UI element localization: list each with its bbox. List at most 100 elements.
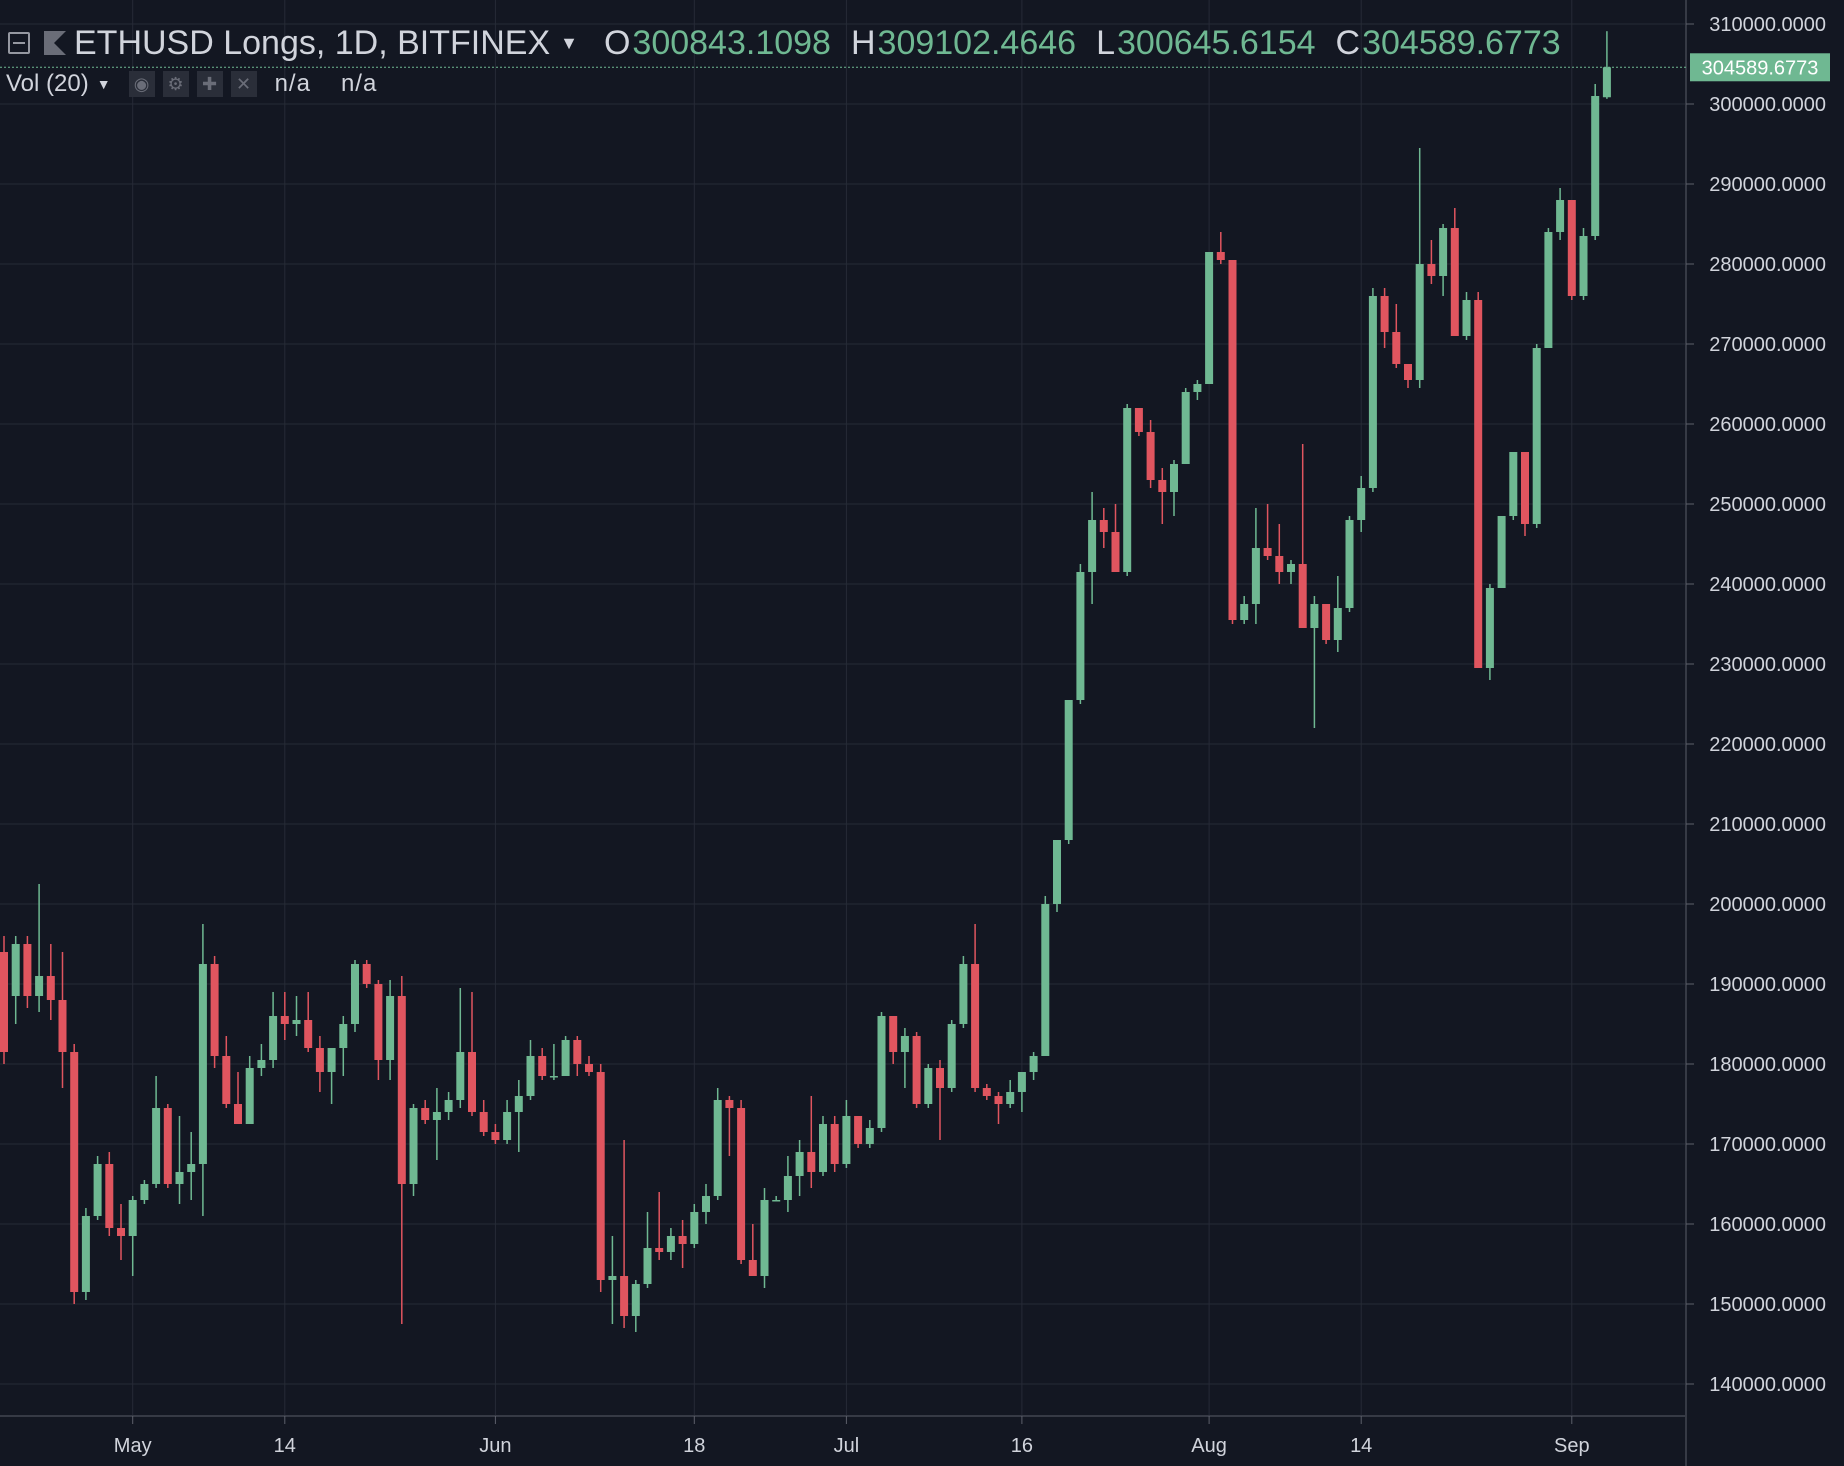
open-value: 300843.1098 xyxy=(632,23,831,62)
candle-body xyxy=(234,1104,242,1124)
candle-body xyxy=(245,1068,254,1124)
y-tick-label: 290000.0000 xyxy=(1709,174,1826,196)
candle-body xyxy=(819,1124,827,1172)
candle-body xyxy=(503,1112,512,1140)
time-axis[interactable]: May 14 Jun 18 Jul 16 Aug 14 Sep xyxy=(114,1416,1590,1457)
candle-body xyxy=(432,1112,441,1120)
candle-body xyxy=(1439,228,1448,276)
candle-body xyxy=(0,952,8,1052)
candle-body xyxy=(1357,488,1366,520)
plus-icon[interactable]: ✚ xyxy=(196,71,223,97)
candle-body xyxy=(889,1016,898,1052)
close-value: 304589.6773 xyxy=(1362,23,1561,62)
y-tick-label: 210000.0000 xyxy=(1709,814,1826,836)
candle-body xyxy=(1123,408,1132,572)
candle-body xyxy=(561,1040,570,1076)
candle-body xyxy=(725,1100,734,1108)
y-tick-label: 300000.0000 xyxy=(1709,94,1826,116)
close-icon[interactable]: ✕ xyxy=(230,71,257,97)
chart-grid xyxy=(0,0,1686,1416)
candle-body xyxy=(807,1152,816,1172)
candle-body xyxy=(1029,1056,1038,1072)
candle-body xyxy=(1240,604,1249,620)
candle-body xyxy=(1017,1072,1026,1092)
candle-body xyxy=(760,1200,769,1276)
candle-body xyxy=(351,964,359,1024)
candle-body xyxy=(538,1056,547,1076)
candle-body xyxy=(1041,904,1050,1056)
candle-body xyxy=(1345,520,1354,608)
candle-body xyxy=(854,1116,863,1144)
candle-body xyxy=(1462,300,1471,336)
x-tick-label: Jul xyxy=(834,1435,860,1457)
gear-icon[interactable]: ⚙ xyxy=(162,71,189,97)
volume-value: n/a xyxy=(274,70,311,97)
candle-body xyxy=(1450,228,1459,336)
candle-body xyxy=(1509,452,1518,516)
y-tick-label: 280000.0000 xyxy=(1709,254,1826,276)
candle-body xyxy=(1310,604,1319,628)
candle-body xyxy=(1251,548,1260,604)
y-tick-label: 270000.0000 xyxy=(1709,334,1826,356)
candle-body xyxy=(959,964,968,1024)
y-tick-label: 310000.0000 xyxy=(1709,14,1826,36)
candle-body xyxy=(1368,296,1377,488)
y-tick-label: 140000.0000 xyxy=(1709,1374,1826,1396)
candle-body xyxy=(175,1172,184,1184)
candle-body xyxy=(1602,67,1611,98)
candle-body xyxy=(924,1068,933,1104)
high-value: 309102.4646 xyxy=(877,23,1077,62)
candle-body xyxy=(386,996,395,1060)
candle-body xyxy=(1158,480,1167,492)
candle-body xyxy=(152,1108,161,1184)
y-tick-label: 240000.0000 xyxy=(1709,574,1826,596)
candle-body xyxy=(304,1020,313,1048)
y-tick-label: 150000.0000 xyxy=(1709,1294,1826,1316)
candle-body xyxy=(573,1040,582,1064)
candle-body xyxy=(1088,520,1097,572)
low-label: L xyxy=(1096,23,1115,62)
candle-body xyxy=(327,1048,336,1072)
candle-body xyxy=(1544,232,1553,348)
open-label: O xyxy=(603,23,631,62)
candle-body xyxy=(994,1096,1003,1104)
candle-body xyxy=(842,1116,851,1164)
candle-body xyxy=(35,976,44,996)
chevron-down-icon[interactable]: ▼ xyxy=(560,32,578,53)
last-price-marker: 304589.6773 xyxy=(0,53,1830,82)
price-axis[interactable]: 140000.0000 150000.0000 160000.0000 170000.… xyxy=(1686,14,1826,1396)
candle-body xyxy=(702,1196,710,1212)
collapse-icon[interactable] xyxy=(8,32,30,54)
candle-body xyxy=(1263,548,1272,556)
candle-body xyxy=(339,1024,348,1048)
symbol-legend: ETHUSD Longs, 1D, BITFINEX ▼ O 300843.10… xyxy=(0,18,1581,68)
candle-body xyxy=(257,1060,266,1068)
candle-body xyxy=(585,1064,593,1072)
chevron-down-icon[interactable]: ▼ xyxy=(96,76,111,92)
candle-body xyxy=(608,1276,617,1280)
eye-icon[interactable]: ◉ xyxy=(128,71,155,97)
y-tick-label: 260000.0000 xyxy=(1709,414,1826,436)
candle-body xyxy=(1099,520,1108,532)
candle-body xyxy=(877,1016,886,1128)
candle-body xyxy=(936,1068,944,1088)
candle-body xyxy=(222,1056,231,1104)
candle-body xyxy=(795,1152,804,1176)
candle-body xyxy=(292,1020,301,1024)
candle-body xyxy=(140,1184,149,1200)
candle-body xyxy=(1532,348,1541,524)
volume-ma-value: n/a xyxy=(340,70,378,97)
y-tick-label: 180000.0000 xyxy=(1709,1054,1826,1076)
flag-icon[interactable] xyxy=(44,31,66,55)
candle-body xyxy=(678,1236,687,1244)
candle-body xyxy=(655,1248,664,1252)
candle-body xyxy=(280,1016,289,1024)
last-price-label: 304589.6773 xyxy=(1702,57,1819,79)
candle-body xyxy=(70,1052,79,1292)
candle-body xyxy=(409,1108,418,1184)
candle-body xyxy=(1556,200,1565,232)
symbol-title[interactable]: ETHUSD Longs, 1D, BITFINEX xyxy=(74,23,551,62)
candle-body xyxy=(1134,408,1143,432)
volume-label[interactable]: Vol (20) xyxy=(6,70,89,97)
